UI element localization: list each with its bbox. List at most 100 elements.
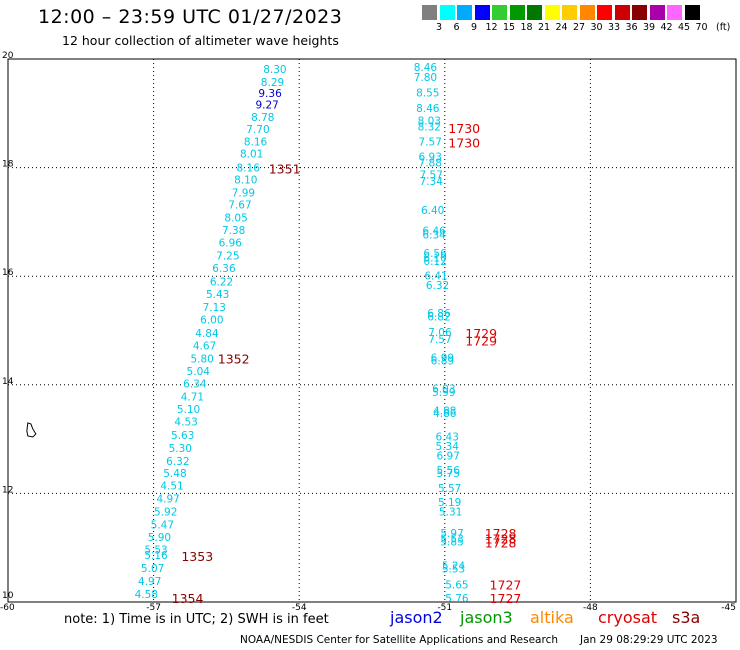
footer-note: note: 1) Time is in UTC; 2) SWH is in fe… xyxy=(64,612,329,627)
wave-height-label: 9.27 xyxy=(255,100,278,112)
pass-time-label: 1353 xyxy=(181,549,213,564)
mission-label: jason2 xyxy=(390,608,443,627)
wave-height-label: 9.36 xyxy=(258,88,282,100)
wave-height-label: 7.67 xyxy=(228,200,251,212)
wave-height-label: 6.41 xyxy=(424,271,447,283)
lon-tick-label: -54 xyxy=(292,603,307,610)
legend-swatch xyxy=(562,5,577,20)
lat-tick-label: 18 xyxy=(2,160,14,170)
wave-height-label: 8.30 xyxy=(263,64,286,76)
wave-height-label: 4.88 xyxy=(433,405,456,417)
wave-height-label: 6.03 xyxy=(432,384,455,396)
wave-height-label: 8.05 xyxy=(224,213,247,225)
legend-swatch xyxy=(614,5,630,20)
lat-tick-label: 12 xyxy=(2,485,13,495)
legend-label: 18 xyxy=(520,22,533,33)
wave-height-label: 8.03 xyxy=(418,115,441,127)
wave-height-label: 6.96 xyxy=(219,238,243,250)
wave-height-label: 5.97 xyxy=(440,528,463,540)
wave-height-label: 5.24 xyxy=(442,561,466,573)
wave-height-label: 6.97 xyxy=(437,450,460,462)
wave-height-label: 4.71 xyxy=(181,392,204,404)
wave-height-label: 5.57 xyxy=(438,483,461,495)
pass-time-label: 1351 xyxy=(269,162,301,177)
wave-height-label: 8.16 xyxy=(237,163,261,175)
wave-height-label: 5.43 xyxy=(206,289,229,301)
legend-label: 39 xyxy=(642,22,656,33)
wave-height-label: 4.84 xyxy=(195,328,219,340)
pass-time-label: 1352 xyxy=(218,352,250,367)
wave-height-label: 5.65 xyxy=(445,580,468,592)
generated-timestamp: Jan 29 08:29:29 UTC 2023 xyxy=(580,634,718,646)
wave-height-label: 5.47 xyxy=(151,519,174,531)
pass-time-label: 1354 xyxy=(172,591,204,606)
wave-height-label: 5.56 xyxy=(437,465,461,477)
wave-height-label: 6.82 xyxy=(427,311,450,323)
wave-height-label: 6.34 xyxy=(422,229,446,241)
wave-height-label: 6.43 xyxy=(436,431,459,443)
pass-time-label: 1729 xyxy=(465,333,497,348)
wave-height-label: 7.13 xyxy=(203,302,226,314)
wave-height-label: 8.32 xyxy=(418,121,441,133)
pass-time-label: 1728 xyxy=(485,526,517,541)
lat-tick-label: 14 xyxy=(2,377,14,387)
wave-height-label: 5.30 xyxy=(169,443,192,455)
mission-label: altika xyxy=(530,608,574,627)
wave-height-label: 6.99 xyxy=(431,353,454,365)
legend-label: 33 xyxy=(607,22,621,33)
wave-height-label: 5.99 xyxy=(432,387,455,399)
mission-label: s3a xyxy=(672,608,701,627)
mission-label: jason3 xyxy=(460,608,513,627)
wave-height-label: 4.67 xyxy=(193,341,216,353)
wave-height-label: 4.86 xyxy=(433,408,457,420)
mission-label: cryosat xyxy=(598,608,658,627)
legend-label: 21 xyxy=(537,22,551,33)
wave-height-label: 8.46 xyxy=(414,62,438,74)
legend-swatch xyxy=(527,5,542,20)
legend-swatch xyxy=(632,5,647,20)
legend-label: 30 xyxy=(590,22,603,33)
wave-height-label: 7.06 xyxy=(428,327,452,339)
legend-swatch xyxy=(509,5,525,20)
wave-height-label: 5.80 xyxy=(190,354,213,366)
lon-tick-label: -57 xyxy=(146,603,161,610)
legend-label: 36 xyxy=(625,22,638,33)
wave-height-label: 6.89 xyxy=(431,355,454,367)
wave-height-label: 7.38 xyxy=(222,225,245,237)
lat-tick-label: 16 xyxy=(2,268,14,278)
wave-height-label: 8.29 xyxy=(261,77,284,89)
lon-tick-label: -45 xyxy=(721,603,736,610)
wave-height-label: 6.56 xyxy=(423,248,447,260)
wave-height-label: 4.53 xyxy=(174,417,197,429)
map-frame xyxy=(7,58,737,603)
wave-height-label: 7.34 xyxy=(420,176,444,188)
wave-height-label: 5.92 xyxy=(154,506,177,518)
wave-height-label: 5.90 xyxy=(148,532,171,544)
legend-label: 27 xyxy=(572,22,586,33)
wave-height-label: 5.53 xyxy=(442,563,465,575)
wave-height-label: 5.75 xyxy=(437,468,460,480)
wave-height-label: 8.01 xyxy=(240,148,263,160)
wave-height-label: 5.48 xyxy=(163,468,186,480)
legend-label: 12 xyxy=(485,22,498,33)
credit-text: NOAA/NESDIS Center for Satellite Applica… xyxy=(240,634,558,646)
pass-time-label: 1730 xyxy=(448,121,480,136)
pass-time-label: 1727 xyxy=(490,578,522,593)
legend-label: 15 xyxy=(502,22,516,33)
lat-tick-label: 10 xyxy=(2,591,14,601)
wave-height-label: 6.93 xyxy=(419,152,442,164)
pass-time-label: 1728 xyxy=(485,535,517,550)
wave-height-label: 7.80 xyxy=(414,72,437,84)
wave-height-label: 5.19 xyxy=(438,497,461,509)
wave-height-label: 6.22 xyxy=(210,277,233,289)
legend-label: 3 xyxy=(435,22,443,33)
wave-height-label: 8.46 xyxy=(416,103,440,115)
wave-height-label: 8.78 xyxy=(251,112,274,124)
wave-height-label: 6.32 xyxy=(166,456,189,468)
legend-swatch xyxy=(684,5,700,20)
wave-height-label: 6.32 xyxy=(426,280,449,292)
wave-height-label: 5.53 xyxy=(440,533,463,545)
pass-time-label: 1730 xyxy=(448,136,480,151)
wave-height-label: 4.58 xyxy=(135,589,158,601)
legend-swatch xyxy=(667,5,682,20)
